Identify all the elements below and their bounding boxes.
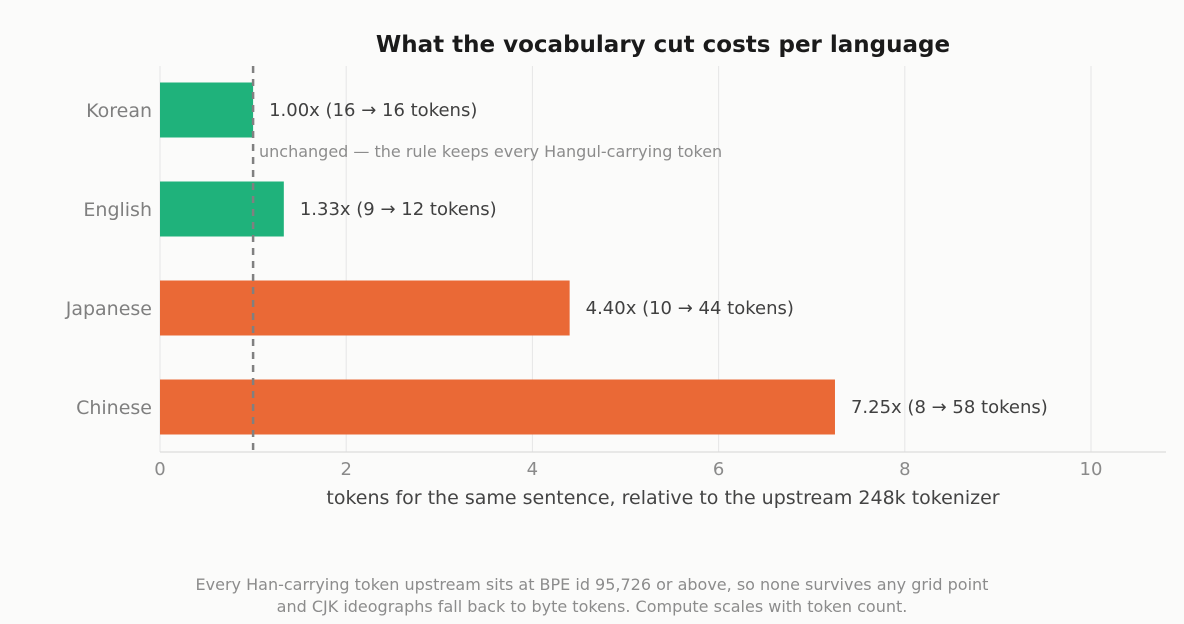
- x-tick-label-8: 8: [899, 459, 910, 480]
- category-label-korean: Korean: [86, 100, 152, 122]
- bar-japanese: [160, 280, 570, 336]
- data-label-chinese: 7.25x (8 → 58 tokens): [851, 397, 1048, 418]
- bar-chinese: [160, 379, 835, 435]
- x-tick-label-10: 10: [1080, 459, 1103, 480]
- footnote-line-2: and CJK ideographs fall back to byte tok…: [277, 597, 908, 616]
- chart-title: What the vocabulary cut costs per langua…: [376, 32, 950, 58]
- category-label-english: English: [83, 199, 152, 221]
- data-label-japanese: 4.40x (10 → 44 tokens): [586, 298, 794, 319]
- x-tick-label-4: 4: [527, 459, 538, 480]
- x-tick-label-0: 0: [154, 459, 165, 480]
- footnote-line-1: Every Han-carrying token upstream sits a…: [196, 575, 989, 594]
- category-label-japanese: Japanese: [65, 298, 152, 320]
- x-tick-label-2: 2: [340, 459, 351, 480]
- annotation-text: unchanged — the rule keeps every Hangul-…: [259, 142, 722, 161]
- bar-korean: [160, 82, 254, 138]
- data-label-korean: 1.00x (16 → 16 tokens): [269, 100, 477, 121]
- x-axis-title: tokens for the same sentence, relative t…: [326, 487, 999, 509]
- bar-english: [160, 181, 284, 237]
- category-label-chinese: Chinese: [76, 397, 152, 419]
- data-label-english: 1.33x (9 → 12 tokens): [300, 199, 497, 220]
- x-tick-label-6: 6: [713, 459, 724, 480]
